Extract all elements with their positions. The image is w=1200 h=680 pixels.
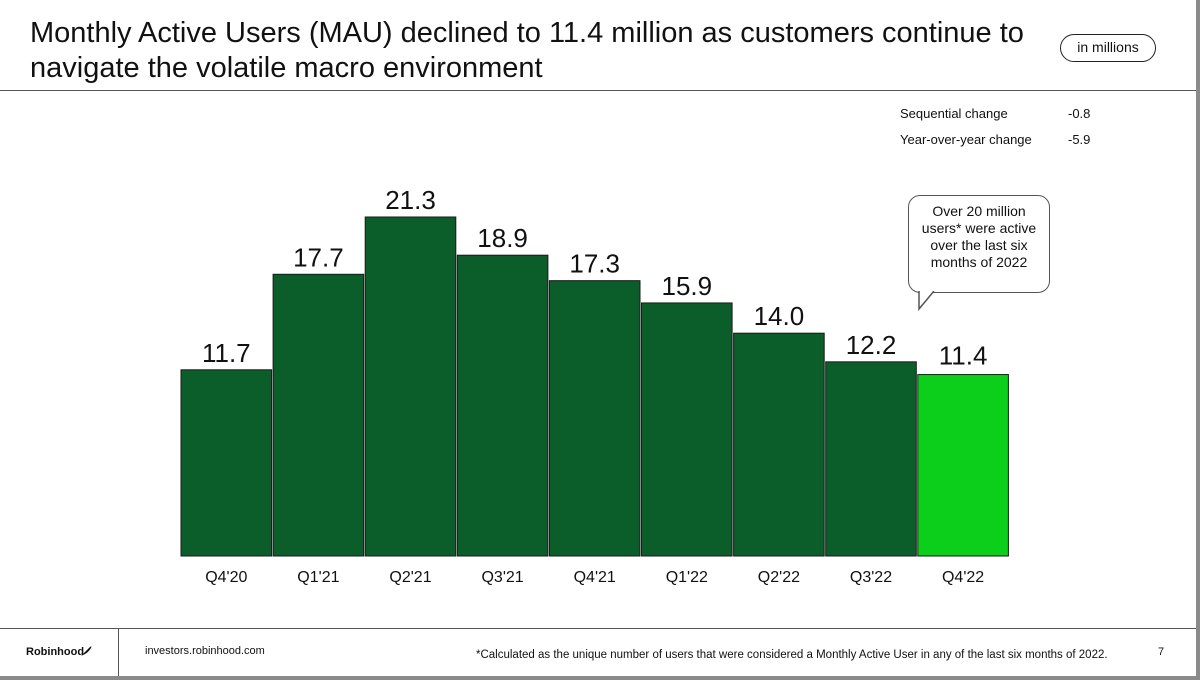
bar-value-label: 21.3 [385,185,436,215]
x-tick-label: Q3'22 [850,569,892,586]
stat-label: Year-over-year change [900,132,1032,147]
bar [641,302,733,557]
bar [917,374,1009,557]
callout-bubble: Over 20 million users* were active over … [908,195,1050,293]
footer-vertical-divider [118,629,119,676]
x-tick-label: Q4'21 [574,569,616,586]
bar [825,361,917,557]
stat-value: -0.8 [1068,106,1091,121]
units-badge: in millions [1060,34,1156,62]
slide-title: Monthly Active Users (MAU) declined to 1… [30,17,1024,84]
bar-value-label: 11.4 [939,341,988,371]
bar-value-label: 15.9 [661,271,712,301]
stat-label: Sequential change [900,106,1008,121]
x-tick-label: Q4'20 [205,569,247,586]
brand-logo: Robinhood [26,646,85,658]
stat-row-yoy: Year-over-year change -5.9 [900,132,1100,158]
bar-value-label: 17.3 [569,249,620,279]
bar [456,254,549,557]
stat-row-sequential: Sequential change -0.8 [900,106,1100,132]
footer-divider [0,628,1196,629]
mau-bar-chart: 11.7 Q4'20 17.7 Q1'21 21.3 Q2'21 18.9 Q3'21 17.3… [180,185,1009,586]
x-tick-label: Q2'22 [758,569,800,586]
x-tick-label: Q2'21 [389,569,431,586]
x-tick-label: Q1'22 [666,569,708,586]
bar [180,369,273,557]
investor-site-link[interactable]: investors.robinhood.com [145,645,265,657]
x-tick-label: Q4'22 [942,569,984,586]
bar [272,273,365,557]
footnote: *Calculated as the unique number of user… [476,649,1108,661]
bar [733,332,825,557]
bar [364,216,457,557]
callout-tail [918,291,935,312]
x-tick-label: Q1'21 [297,569,339,586]
bar-value-label: 14.0 [754,301,805,331]
bar-value-label: 17.7 [293,242,344,272]
change-stats: Sequential change -0.8 Year-over-year ch… [900,106,1100,158]
page-number: 7 [1158,646,1165,658]
bar [548,280,641,557]
x-tick-label: Q3'21 [481,569,523,586]
header-divider [0,90,1196,91]
bar-value-label: 11.7 [202,338,251,368]
bar-value-label: 12.2 [846,330,897,360]
bar-value-label: 18.9 [477,223,528,253]
stat-value: -5.9 [1068,132,1091,147]
feather-icon [81,646,92,656]
